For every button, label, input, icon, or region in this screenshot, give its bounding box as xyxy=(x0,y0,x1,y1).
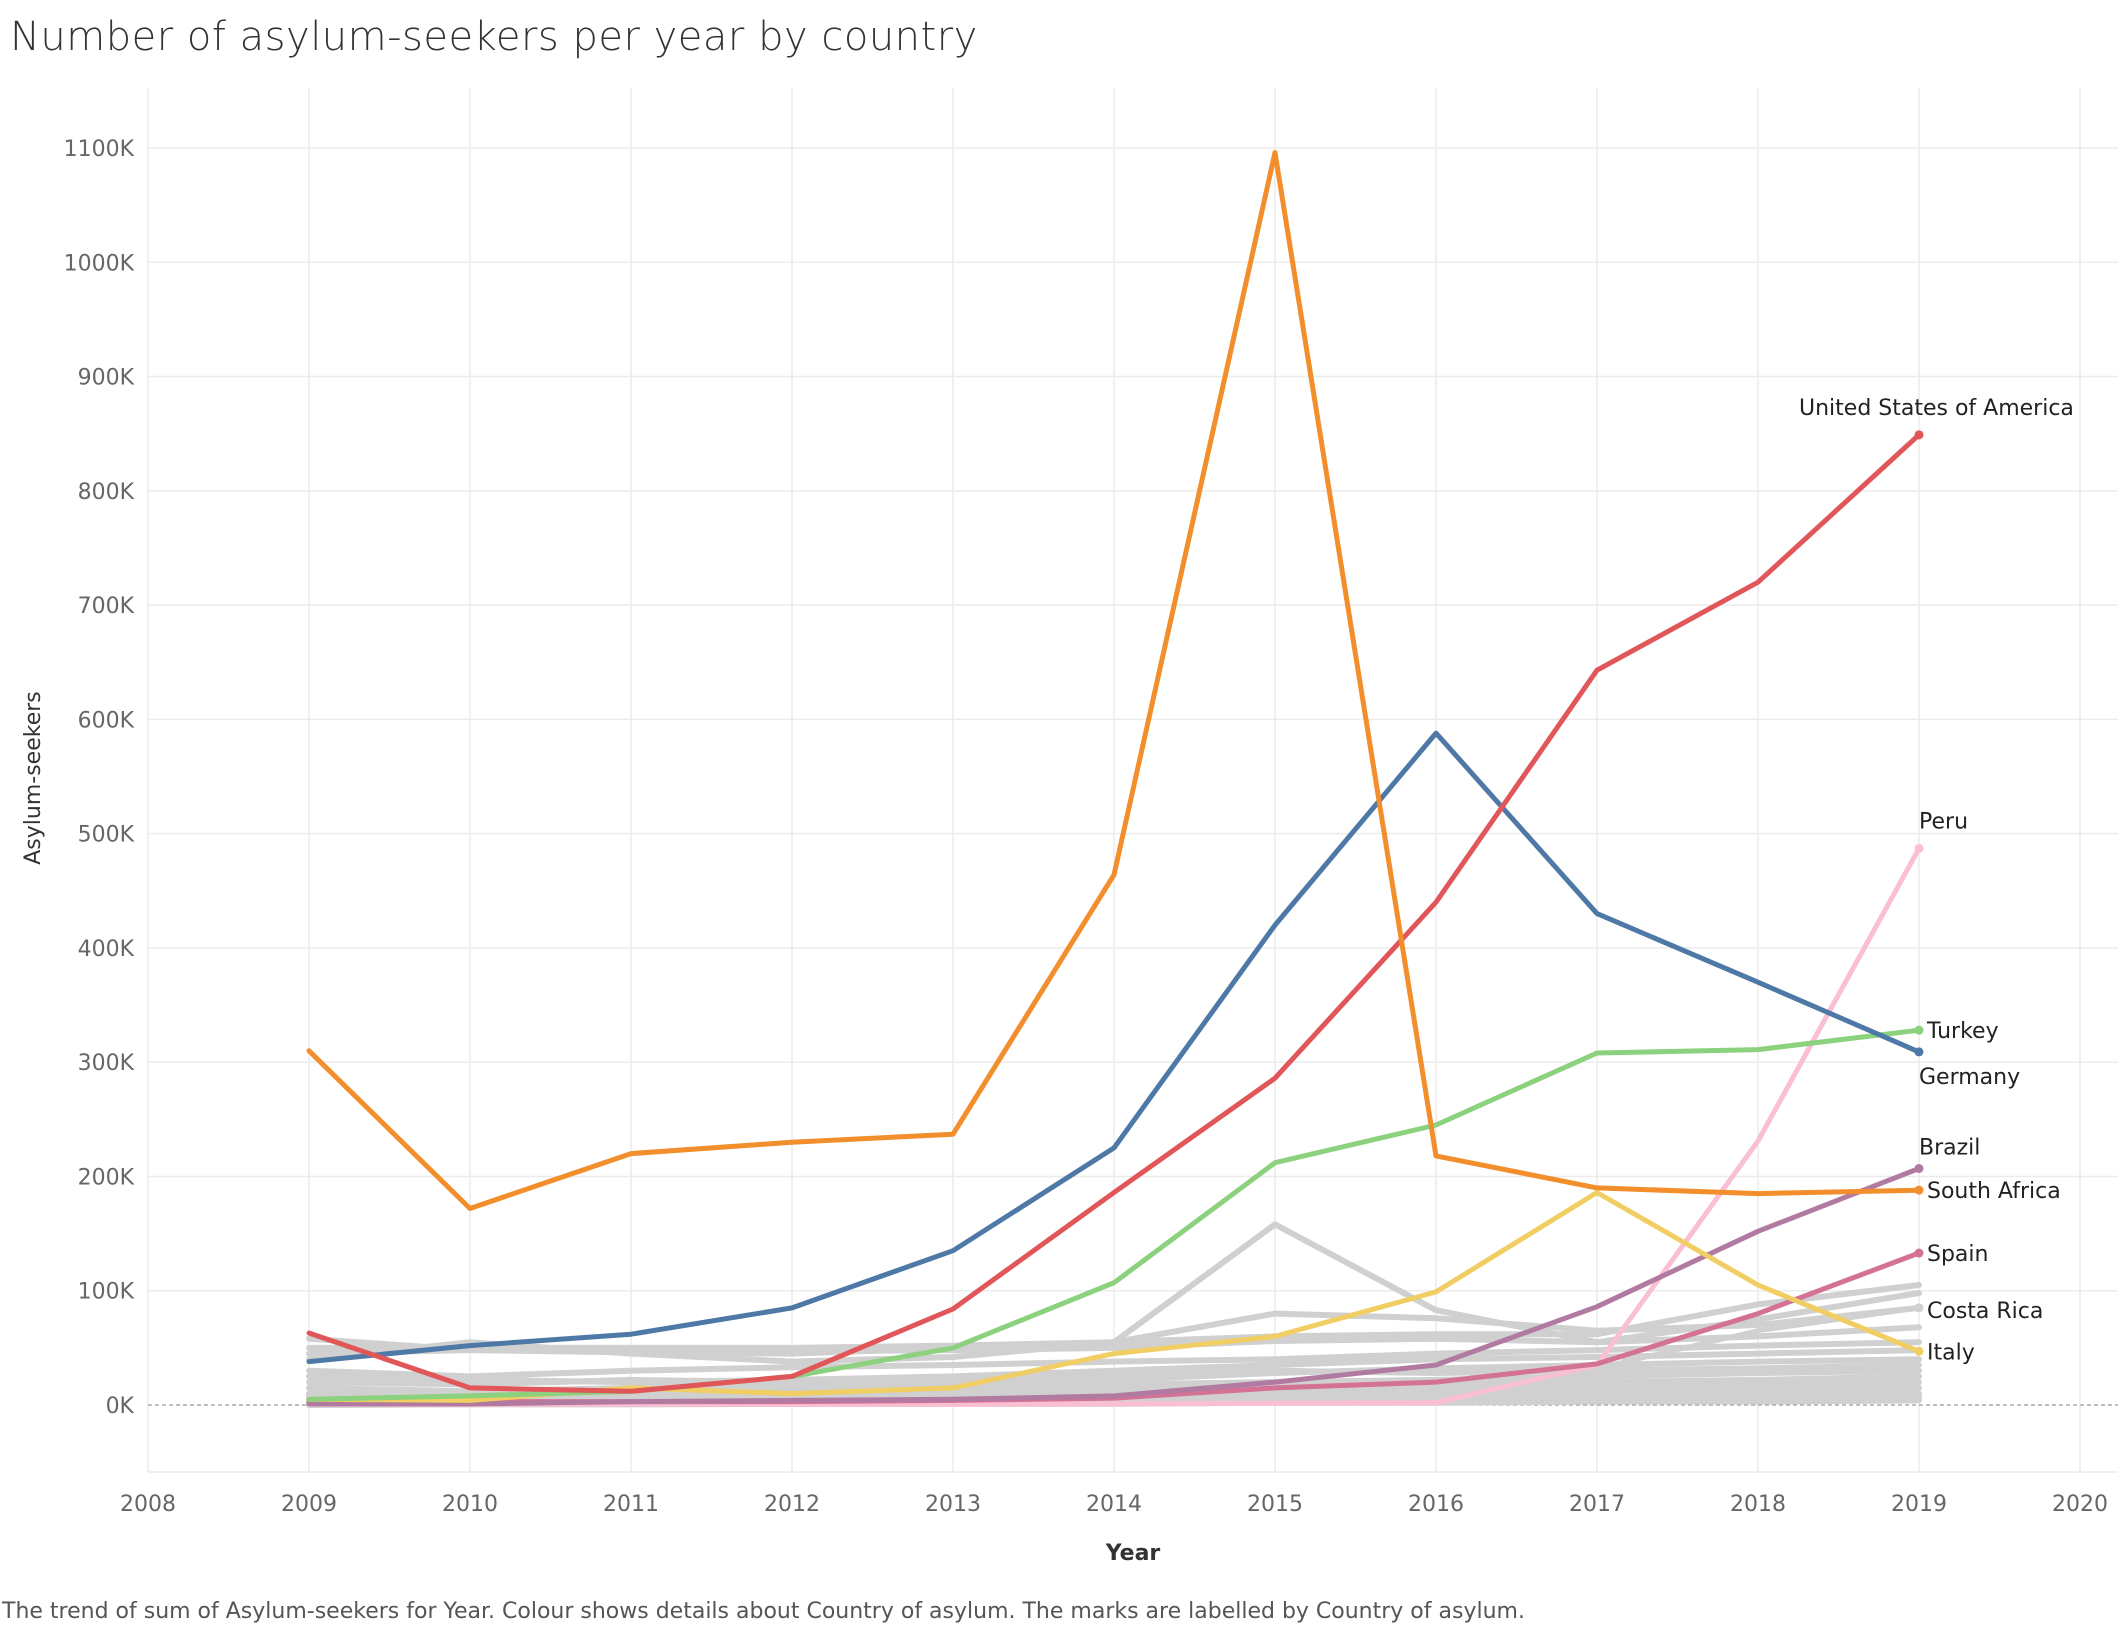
series-label-germany: Germany xyxy=(1919,1065,2020,1090)
x-tick-label: 2008 xyxy=(120,1492,176,1517)
y-tick-label: 1100K xyxy=(64,137,135,162)
series-label-costa-rica: Costa Rica xyxy=(1927,1299,2043,1324)
series-label-turkey: Turkey xyxy=(1926,1019,1999,1044)
series-end-point-united-states-of-america[interactable] xyxy=(1914,430,1924,440)
x-tick-label: 2018 xyxy=(1730,1492,1786,1517)
y-tick-label: 600K xyxy=(78,708,135,733)
y-tick-label: 200K xyxy=(78,1165,135,1190)
x-tick-label: 2012 xyxy=(764,1492,820,1517)
series-end-point-italy[interactable] xyxy=(1914,1346,1924,1356)
series-end-point-brazil[interactable] xyxy=(1914,1163,1924,1173)
series-line-south-africa[interactable] xyxy=(306,150,1922,1211)
x-tick-label: 2016 xyxy=(1408,1492,1464,1517)
series-label-layer: United States of America Peru Turkey German… xyxy=(1799,396,2074,1365)
series-end-point-turkey[interactable] xyxy=(1914,1025,1924,1035)
y-tick-label: 300K xyxy=(78,1051,135,1076)
series-end-point-peru[interactable] xyxy=(1914,843,1924,853)
y-axis-title: Asylum-seekers xyxy=(21,691,46,865)
x-tick-label: 2017 xyxy=(1569,1492,1625,1517)
series-end-point-germany[interactable] xyxy=(1914,1047,1924,1057)
series-label-peru: Peru xyxy=(1919,809,1968,834)
series-line-united-states-of-america[interactable] xyxy=(306,432,1922,1394)
y-tick-label: 100K xyxy=(78,1280,135,1305)
background-series-line xyxy=(306,1356,1922,1388)
grid-layer xyxy=(147,88,2118,1473)
x-tick-label: 2015 xyxy=(1247,1492,1303,1517)
y-tick-label: 700K xyxy=(78,594,135,619)
x-tick-label: 2013 xyxy=(925,1492,981,1517)
series-line-brazil[interactable] xyxy=(306,1166,1922,1407)
x-tick-label: 2019 xyxy=(1891,1492,1947,1517)
highlighted-series-layer xyxy=(306,150,1924,1407)
series-line-germany[interactable] xyxy=(306,730,1922,1365)
chart-title: Number of asylum-seekers per year by cou… xyxy=(10,14,978,60)
background-series-line xyxy=(306,1324,1922,1357)
y-tick-label: 500K xyxy=(78,823,135,848)
y-tick-label: 900K xyxy=(78,366,135,391)
x-tick-label: 2014 xyxy=(1086,1492,1142,1517)
series-end-point-south-africa[interactable] xyxy=(1914,1185,1924,1195)
series-label-south-africa: South Africa xyxy=(1927,1179,2061,1204)
series-label-spain: Spain xyxy=(1927,1242,1988,1267)
x-tick-label: 2009 xyxy=(281,1492,337,1517)
series-end-point-costa-rica[interactable] xyxy=(1914,1303,1924,1313)
series-label-united-states-of-america: United States of America xyxy=(1799,396,2074,421)
series-line-turkey[interactable] xyxy=(306,1027,1922,1402)
x-tick-label: 2010 xyxy=(442,1492,498,1517)
y-tick-label: 0K xyxy=(106,1394,135,1419)
x-tick-label: 2020 xyxy=(2052,1492,2108,1517)
chart-caption: The trend of sum of Asylum-seekers for Y… xyxy=(2,1599,1525,1624)
series-label-italy: Italy xyxy=(1927,1340,1975,1365)
y-tick-label: 800K xyxy=(78,480,135,505)
x-axis-title: Year xyxy=(1105,1541,1161,1566)
x-tick-label: 2011 xyxy=(603,1492,659,1517)
series-label-brazil: Brazil xyxy=(1919,1135,1980,1160)
y-tick-label: 400K xyxy=(78,937,135,962)
axis-layer: 2008 2009 2010 2011 2012 2013 2014 2015 2016 2017… xyxy=(64,137,2108,1517)
y-tick-label: 1000K xyxy=(64,251,135,276)
series-end-point-spain[interactable] xyxy=(1914,1248,1924,1258)
